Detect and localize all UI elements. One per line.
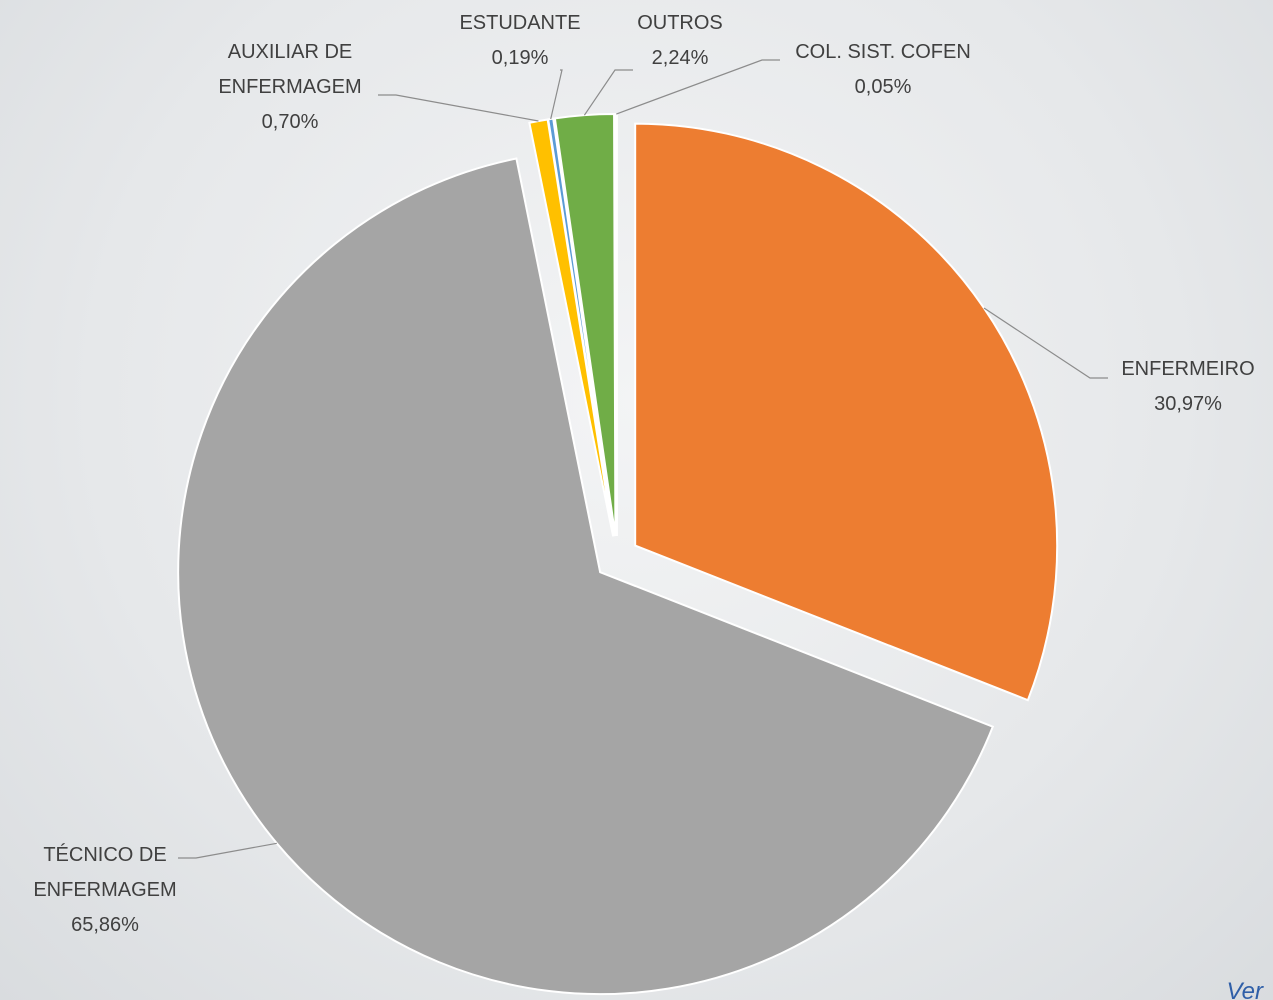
value-label: 30,97% [1058,387,1273,422]
pie-canvas [0,0,1273,1000]
pie-slice [616,114,617,536]
slice-label: COL. SIST. COFEN [753,35,1013,70]
value-label: 0,70% [205,105,375,140]
leader-line [551,70,562,119]
slice-label: TÉCNICO DE ENFERMAGEM [20,838,190,908]
value-label: 65,86% [20,908,190,943]
value-label: 0,05% [753,70,1013,105]
leader-line [584,70,633,115]
slice-label: AUXILIAR DE ENFERMAGEM [205,35,375,105]
chart: Ver ENFERMEIRO30,97% TÉCNICO DE ENFERMAGE… [0,0,1273,1000]
leader-line [178,843,277,858]
slice-label: ENFERMEIRO [1058,352,1273,387]
footer-link[interactable]: Ver [1227,978,1263,1000]
leader-line [378,95,538,121]
